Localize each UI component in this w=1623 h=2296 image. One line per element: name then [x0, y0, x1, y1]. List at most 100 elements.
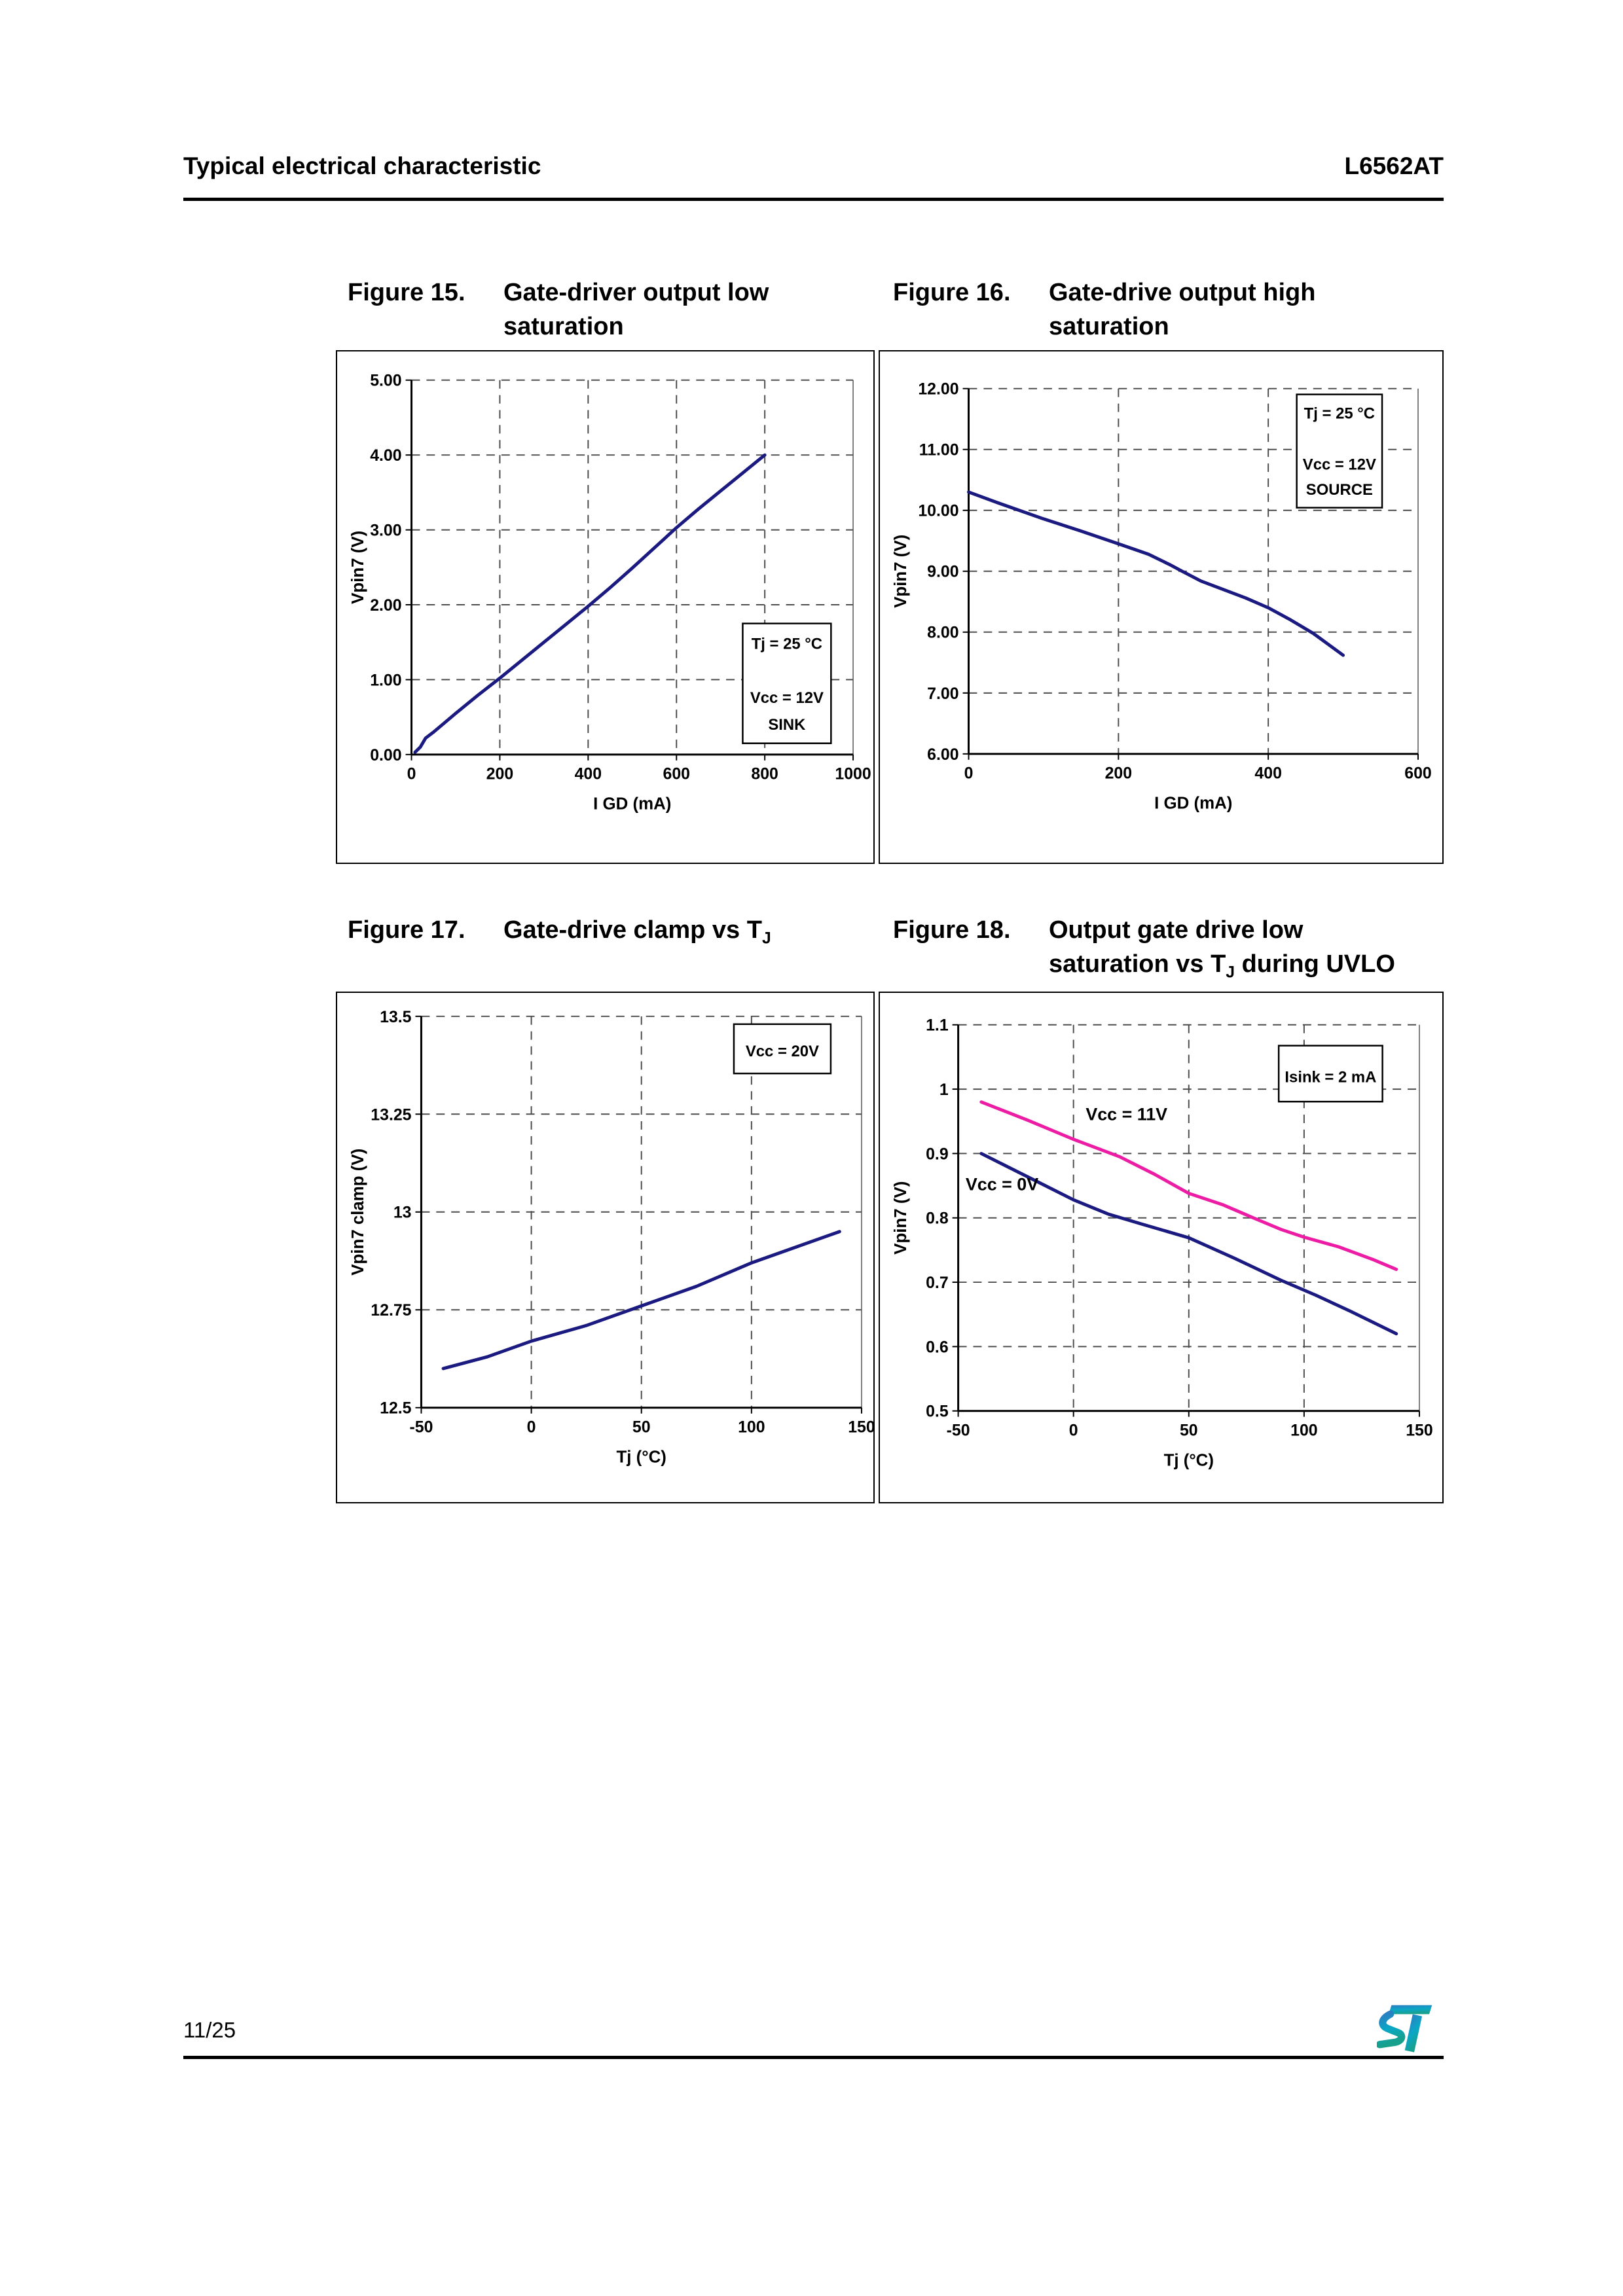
svg-text:11.00: 11.00	[919, 441, 959, 459]
page-number: 11/25	[183, 2018, 236, 2042]
svg-text:0.7: 0.7	[926, 1274, 949, 1292]
svg-text:13.25: 13.25	[371, 1105, 411, 1124]
svg-text:50: 50	[1180, 1422, 1198, 1440]
figure-16-caption: Figure 16. Gate-drive output high satura…	[893, 278, 1443, 345]
figure-15-chart: 0 200 400 600 800 1000 0.00 1.00 2.00 3.00 4.00 5.0…	[336, 350, 875, 864]
header-rule	[183, 198, 1444, 201]
svg-text:10.00: 10.00	[918, 502, 958, 520]
svg-text:0.8: 0.8	[926, 1210, 949, 1228]
figure-18-title-line2: saturation vs T	[1049, 950, 1226, 978]
figure-18-title-post2: during UVLO	[1235, 950, 1395, 978]
svg-text:400: 400	[575, 765, 602, 783]
svg-text:0: 0	[1069, 1422, 1078, 1440]
figure-17-chart: -50 0 50 100 150 12.5 12.75 13 13.25 13.5 Tj (°C) V…	[336, 992, 875, 1503]
svg-text:12.00: 12.00	[918, 380, 958, 399]
figure-16-number: Figure 16.	[893, 279, 1011, 306]
figure-18-chart: -50 0 50 100 150 0.5 0.6 0.7 0.8 0.9 1 1.1 Tj (°C) Vp…	[879, 992, 1444, 1503]
svg-text:7.00: 7.00	[927, 685, 958, 703]
svg-text:Vpin7 (V): Vpin7 (V)	[892, 1181, 910, 1255]
svg-text:400: 400	[1254, 764, 1281, 783]
svg-text:50: 50	[632, 1418, 651, 1437]
figure-17-plot: -50 0 50 100 150 12.5 12.75 13 13.25 13.5 Tj (°C) V…	[349, 1008, 873, 1467]
svg-text:Tj = 25 °C: Tj = 25 °C	[1304, 405, 1375, 423]
st-logo	[1377, 2005, 1432, 2053]
figure-15-title-line2: saturation	[503, 312, 624, 340]
figure-16-title-line2: saturation	[1049, 312, 1169, 340]
figure-16-title: Gate-drive output high saturation	[1049, 278, 1315, 345]
svg-text:0: 0	[407, 765, 416, 783]
footer-rule	[183, 2056, 1444, 2059]
svg-text:-50: -50	[409, 1418, 433, 1437]
svg-text:Isink = 2 mA: Isink = 2 mA	[1285, 1069, 1376, 1086]
svg-text:12.5: 12.5	[380, 1399, 412, 1418]
svg-text:5.00: 5.00	[370, 372, 401, 390]
svg-text:Vpin7 (V): Vpin7 (V)	[349, 531, 367, 604]
svg-text:2.00: 2.00	[370, 596, 401, 615]
figure-17-title: Gate-drive clamp vs TJ	[503, 915, 771, 949]
svg-text:Vcc = 11V: Vcc = 11V	[1085, 1104, 1167, 1124]
svg-text:0: 0	[527, 1418, 536, 1437]
figure-18-title: Output gate drive low saturation vs TJ d…	[1049, 915, 1395, 982]
svg-text:1.00: 1.00	[370, 671, 401, 689]
figure-16-title-line1: Gate-drive output high	[1049, 279, 1316, 306]
svg-text:100: 100	[1290, 1422, 1317, 1440]
svg-text:Vcc = 12V: Vcc = 12V	[1303, 456, 1376, 473]
svg-text:1: 1	[939, 1081, 949, 1099]
svg-text:1.1: 1.1	[926, 1016, 949, 1035]
svg-text:150: 150	[1406, 1422, 1432, 1440]
svg-text:0.5: 0.5	[926, 1403, 949, 1421]
svg-text:-50: -50	[947, 1422, 970, 1440]
svg-text:Vcc = 12V: Vcc = 12V	[750, 689, 824, 707]
figure-16-chart: 0 200 400 600 6.00 7.00 8.00 9.00 10.00 11.00 12.0…	[879, 350, 1444, 864]
figure-17-title-line1: Gate-drive clamp vs T	[503, 916, 762, 944]
figure-18-title-sub2: J	[1226, 963, 1235, 982]
svg-text:Vcc = 0V: Vcc = 0V	[966, 1174, 1038, 1194]
figure-16-plot: 0 200 400 600 6.00 7.00 8.00 9.00 10.00 11.00 12.0…	[892, 380, 1432, 813]
figure-17-number: Figure 17.	[348, 916, 465, 944]
svg-text:100: 100	[738, 1418, 765, 1437]
figure-18-number: Figure 18.	[893, 916, 1011, 944]
figure-17-caption: Figure 17. Gate-drive clamp vs TJ	[348, 915, 871, 949]
svg-text:Tj = 25 °C: Tj = 25 °C	[752, 636, 822, 653]
svg-text:150: 150	[848, 1418, 873, 1437]
svg-text:9.00: 9.00	[927, 563, 958, 581]
svg-text:6.00: 6.00	[927, 745, 958, 764]
svg-text:Tj (°C): Tj (°C)	[617, 1448, 666, 1466]
svg-text:I GD (mA): I GD (mA)	[593, 795, 671, 813]
svg-text:0.9: 0.9	[926, 1145, 949, 1163]
svg-text:I GD (mA): I GD (mA)	[1154, 794, 1232, 812]
page-header: Typical electrical characteristic L6562A…	[183, 152, 1444, 180]
figure-18-caption: Figure 18. Output gate drive low saturat…	[893, 915, 1456, 982]
svg-text:13.5: 13.5	[380, 1008, 412, 1026]
svg-text:Vcc = 20V: Vcc = 20V	[746, 1043, 819, 1060]
figure-15-number: Figure 15.	[348, 279, 465, 306]
page-header-title: Typical electrical characteristic	[183, 152, 541, 179]
figure-17-title-sub1: J	[761, 929, 771, 948]
svg-text:800: 800	[751, 765, 778, 783]
svg-text:13: 13	[393, 1204, 412, 1222]
figure-18-plot: -50 0 50 100 150 0.5 0.6 0.7 0.8 0.9 1 1.1 Tj (°C) Vp…	[892, 1016, 1433, 1470]
svg-text:0.00: 0.00	[370, 746, 401, 764]
figure-18-title-line1: Output gate drive low	[1049, 916, 1304, 944]
svg-text:8.00: 8.00	[927, 624, 958, 642]
part-number: L6562AT	[1344, 152, 1444, 179]
figure-15-plot: 0 200 400 600 800 1000 0.00 1.00 2.00 3.00 4.00 5.0…	[349, 372, 871, 814]
svg-text:200: 200	[486, 765, 513, 783]
svg-text:Vpin7 clamp (V): Vpin7 clamp (V)	[349, 1149, 367, 1276]
svg-text:3.00: 3.00	[370, 522, 401, 540]
svg-text:0.6: 0.6	[926, 1338, 949, 1356]
svg-text:SOURCE: SOURCE	[1306, 481, 1373, 499]
svg-text:12.75: 12.75	[371, 1301, 411, 1319]
figure-15-caption: Figure 15. Gate-driver output low satura…	[348, 278, 806, 345]
svg-text:SINK: SINK	[768, 716, 806, 734]
svg-text:600: 600	[1404, 764, 1431, 783]
figure-15-title-line1: Gate-driver output low	[503, 279, 769, 306]
svg-text:Vpin7 (V): Vpin7 (V)	[892, 535, 910, 608]
svg-text:Tj (°C): Tj (°C)	[1164, 1451, 1214, 1469]
svg-text:1000: 1000	[835, 765, 871, 783]
figure-15-title: Gate-driver output low saturation	[503, 278, 769, 345]
svg-text:200: 200	[1105, 764, 1132, 783]
svg-text:600: 600	[663, 765, 690, 783]
svg-text:4.00: 4.00	[370, 446, 401, 465]
